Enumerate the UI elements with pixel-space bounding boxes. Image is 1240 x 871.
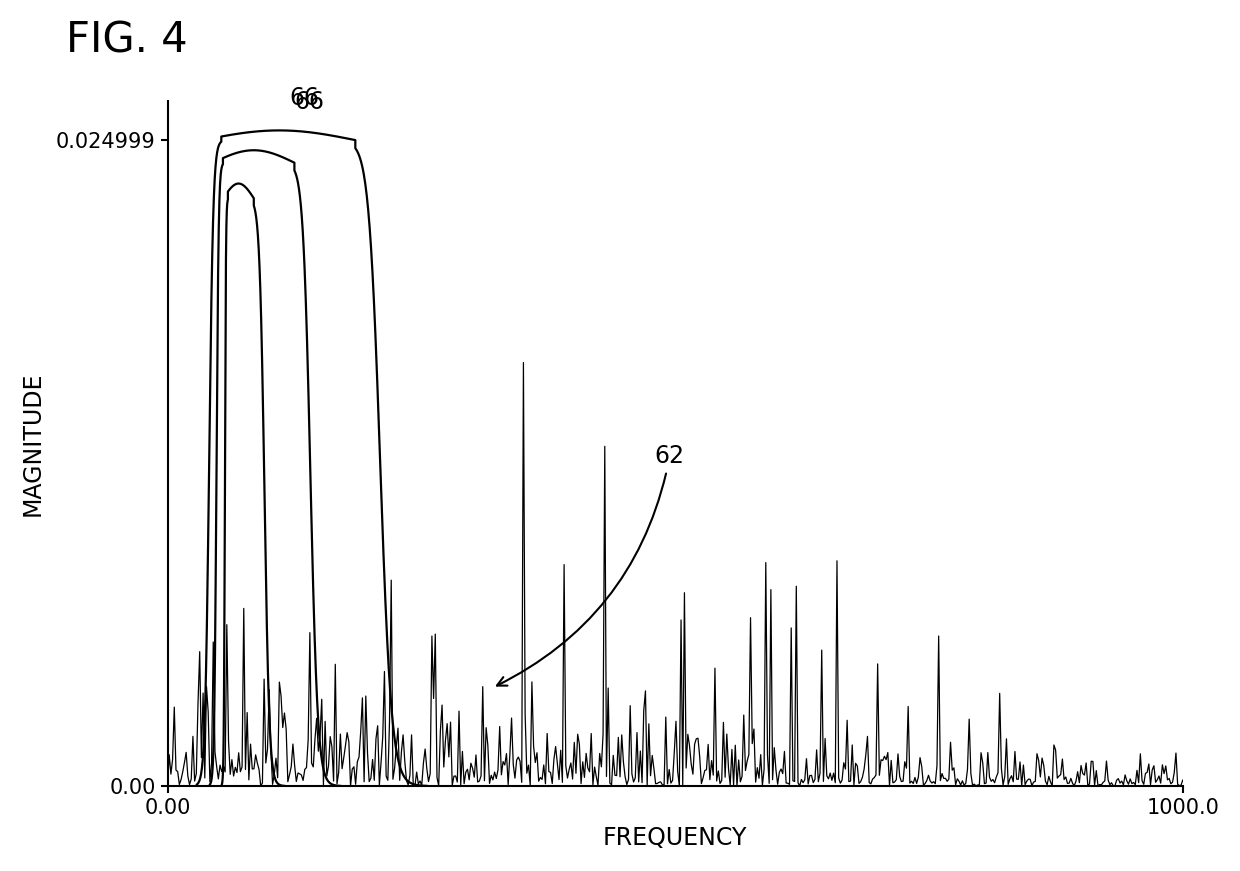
Text: 66: 66 (295, 91, 325, 114)
X-axis label: FREQUENCY: FREQUENCY (603, 827, 748, 850)
Y-axis label: MAGNITUDE: MAGNITUDE (21, 371, 45, 516)
Text: 62: 62 (497, 444, 684, 685)
Text: FIG. 4: FIG. 4 (66, 19, 187, 61)
Text: 66: 66 (289, 85, 320, 110)
